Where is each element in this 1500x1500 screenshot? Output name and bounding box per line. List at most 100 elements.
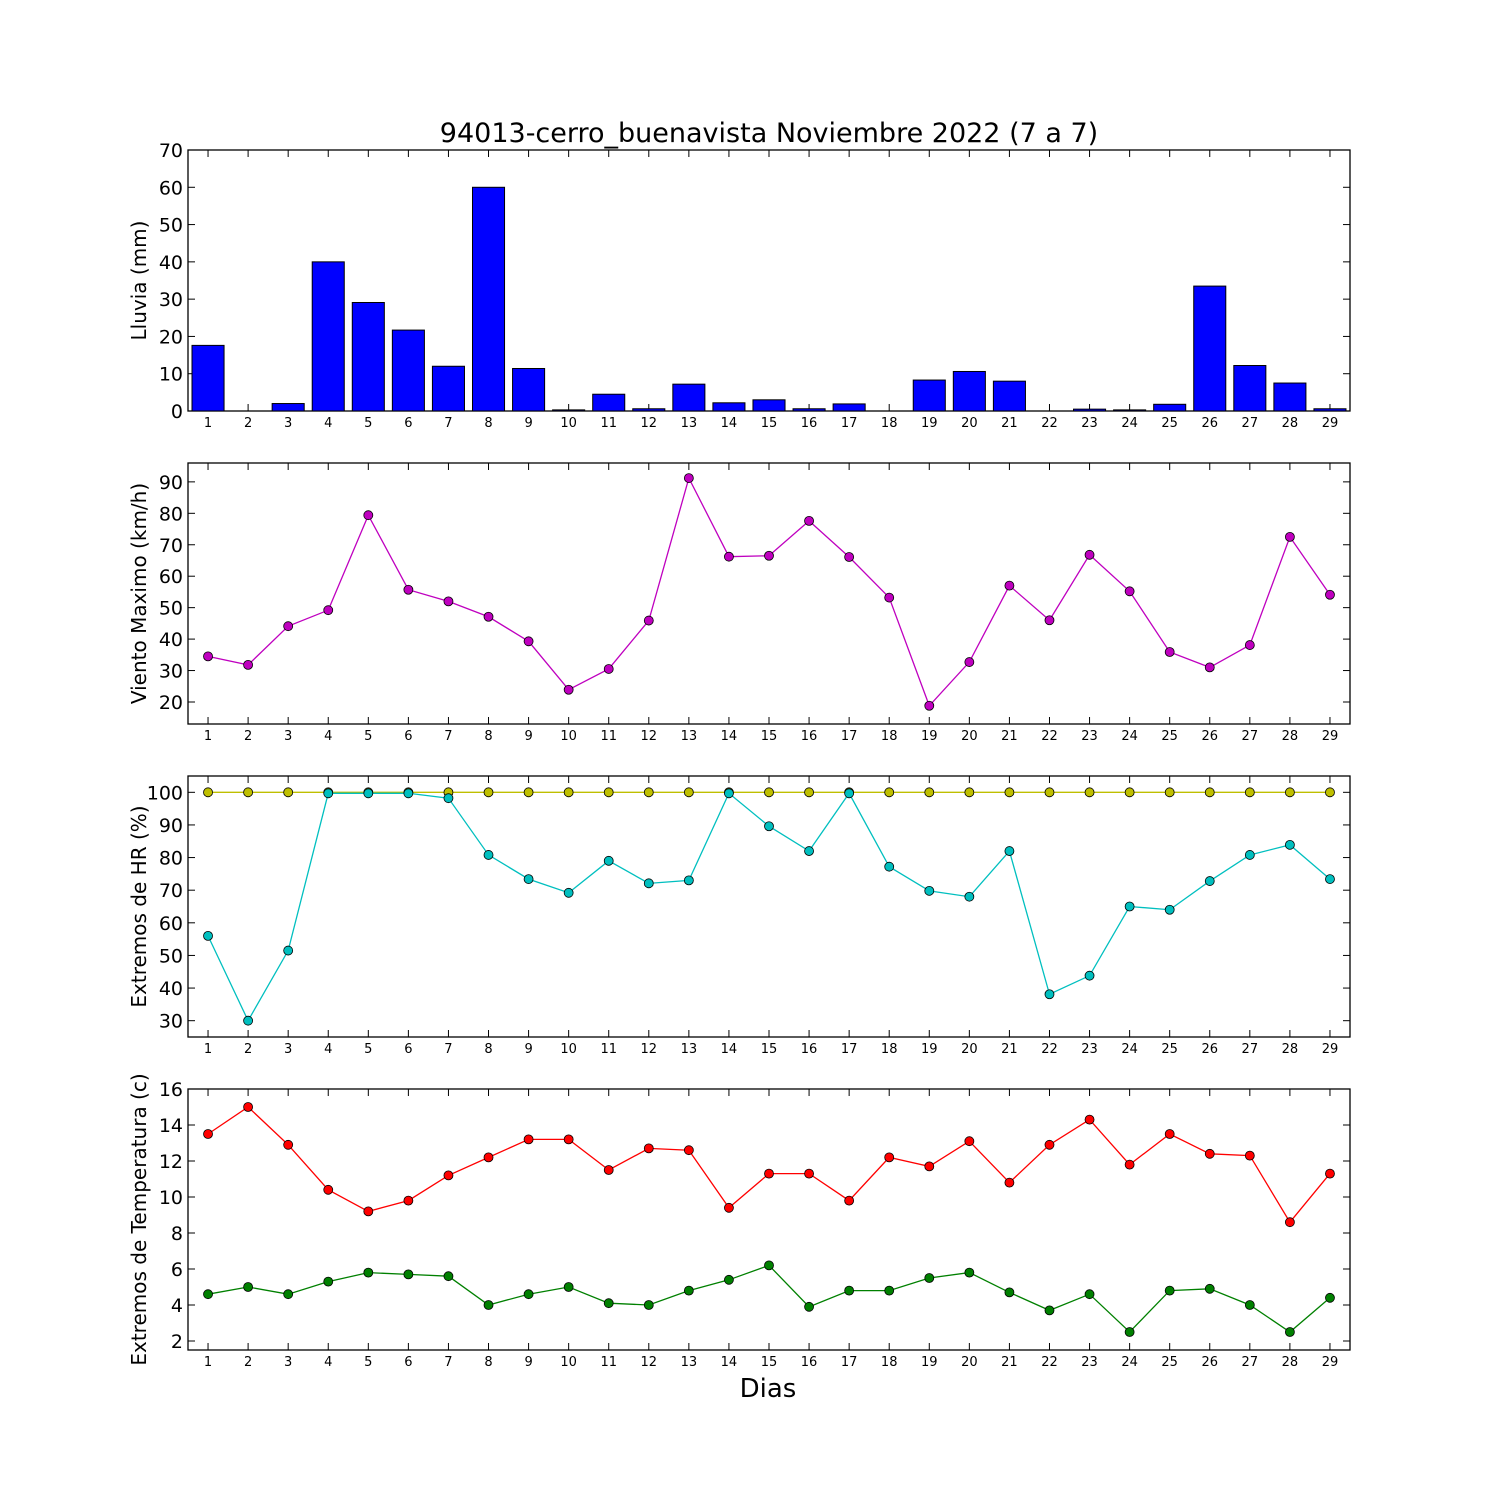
data-point [523,874,534,884]
data-point [563,684,574,695]
data-point [243,1102,254,1112]
data-point [1325,787,1335,798]
data-point [243,1015,254,1026]
x-tick-label: 13 [681,1042,698,1057]
x-tick-label: 21 [1001,1355,1018,1370]
data-point [844,1285,855,1296]
data-point [1164,787,1175,798]
data-point [243,1282,254,1292]
data-point [523,1134,534,1145]
x-axis-label: Dias [740,1374,797,1404]
x-tick-label: 15 [761,1355,778,1370]
x-tick-label: 28 [1282,1355,1299,1370]
data-point [1004,1177,1015,1188]
x-tick-label: 23 [1081,729,1098,744]
data-point [323,1184,334,1195]
data-point [844,552,855,562]
data-point [1164,904,1175,915]
rain-bar [832,403,866,412]
data-point [844,788,855,799]
x-tick-label: 20 [961,416,978,431]
x-tick-label: 6 [404,1042,412,1057]
data-point [323,788,334,799]
rain-bar [792,408,826,412]
data-point [403,584,414,595]
rain-bar [431,365,465,412]
x-tick-label: 15 [761,729,778,744]
data-point [924,1273,935,1283]
data-point [1084,549,1095,560]
y-tick-label: 70 [159,140,183,162]
x-tick-label: 10 [560,416,577,431]
data-point [1044,989,1055,1000]
x-tick-label: 22 [1041,1355,1058,1370]
series-line-1 [207,476,1331,707]
data-point [443,1271,454,1282]
data-point [283,1139,294,1150]
data-point [323,605,334,616]
y-tick-label: 20 [159,692,183,714]
data-point [1084,787,1095,798]
x-tick-label: 2 [244,416,252,431]
data-point [844,1195,855,1206]
x-tick-label: 9 [524,416,532,431]
y-tick-label: 10 [159,364,183,386]
x-tick-label: 11 [600,1042,617,1057]
rain-bar [351,301,385,412]
data-point [884,592,895,603]
y-axis-label: Extremos de Temperatura (c) [127,1073,151,1365]
rain-bar [471,186,506,412]
x-tick-label: 18 [881,729,898,744]
data-point [683,875,694,886]
x-tick-label: 10 [560,729,577,744]
rain-bar [1193,285,1227,412]
rain-bar [311,261,345,412]
x-tick-label: 21 [1001,729,1018,744]
data-point [1284,839,1295,850]
x-tick-label: 22 [1041,1042,1058,1057]
x-tick-label: 12 [641,416,658,431]
y-tick-label: 14 [159,1115,183,1137]
x-tick-label: 25 [1161,416,1178,431]
y-tick-label: 40 [159,629,183,651]
data-point [443,596,454,607]
plot-frame [187,1088,1351,1351]
x-tick-label: 29 [1322,729,1339,744]
data-point [1284,787,1295,798]
data-point [1124,787,1135,798]
rain-bar [672,383,706,412]
y-tick-label: 50 [159,945,183,967]
data-point [1325,1292,1335,1303]
rain-bar [632,408,666,412]
x-tick-label: 18 [881,1355,898,1370]
x-tick-label: 13 [681,1355,698,1370]
x-tick-label: 26 [1201,416,1218,431]
y-tick-label: 4 [171,1295,183,1317]
x-tick-label: 5 [364,416,372,431]
data-point [924,787,935,798]
data-point [1204,662,1215,673]
data-point [924,1161,935,1172]
x-tick-label: 9 [524,1355,532,1370]
data-point [964,1136,975,1147]
data-point [523,1289,534,1300]
plot-frame [187,775,1351,1038]
x-tick-label: 5 [364,729,372,744]
rain-bar [1233,365,1267,412]
data-point [363,1206,374,1217]
x-tick-label: 24 [1121,1042,1138,1057]
y-axis-label: Extremos de HR (%) [127,805,151,1007]
x-tick-label: 14 [721,416,738,431]
data-point [1244,850,1255,860]
x-tick-label: 16 [801,729,818,744]
x-tick-label: 6 [404,416,412,431]
data-point [1004,846,1015,856]
x-tick-label: 10 [560,1042,577,1057]
x-tick-label: 17 [841,729,858,744]
data-point [804,846,814,856]
x-tick-label: 23 [1081,416,1098,431]
data-point [1325,589,1335,600]
